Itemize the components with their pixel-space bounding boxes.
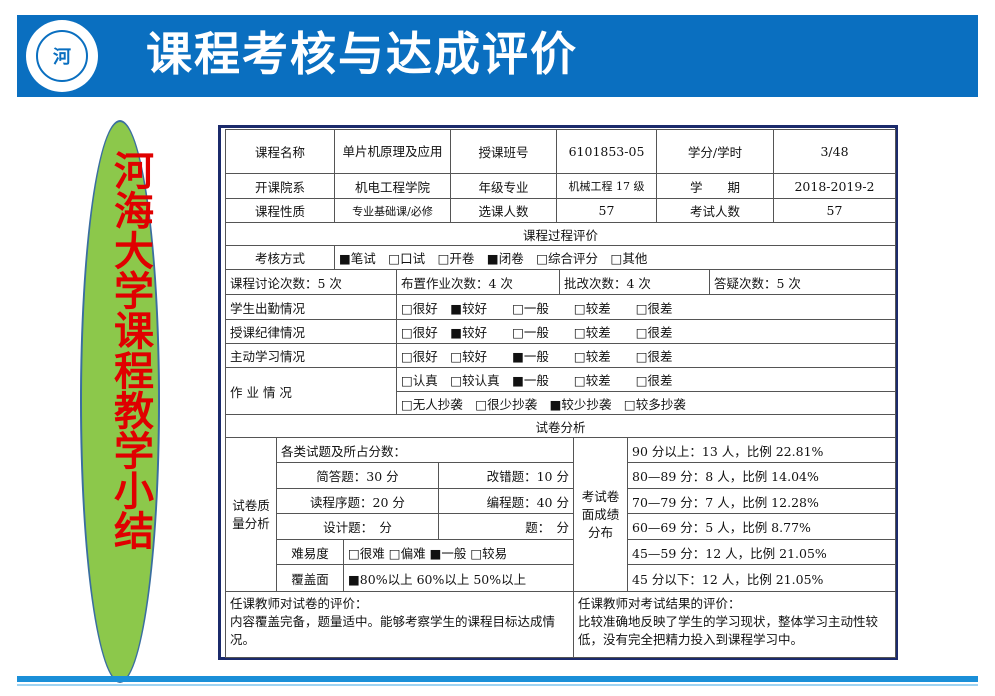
- footer-line-light: [17, 684, 978, 686]
- distribution-item: 70—79 分：7 人，比例 12.28%: [627, 488, 896, 514]
- coverage-options: ■80%以上 60%以上 50%以上: [343, 564, 574, 592]
- distribution-item: 45 分以下：12 人，比例 21.05%: [627, 564, 896, 592]
- exam-title: 试卷分析: [224, 414, 897, 438]
- hohai-university-logo: 河: [26, 20, 98, 92]
- question-type: 改错题：10 分: [438, 462, 574, 489]
- paper-comment-title: 任课教师对试卷的评价：: [230, 596, 368, 611]
- difficulty-options: □很难 □偏难 ■一般 □较易: [343, 539, 574, 565]
- grading-count: 批改次数：4 次: [559, 269, 710, 295]
- homework-label: 作 业 情 况: [225, 367, 397, 415]
- info-value: 6101853-05: [556, 129, 657, 174]
- info-value: 3/48: [773, 129, 896, 174]
- info-label: 学分/学时: [656, 129, 774, 174]
- logo-emblem: 河: [36, 30, 88, 82]
- process-title: 课程过程评价: [224, 222, 897, 246]
- result-comment-text: 比较准确地反映了学生的学习现状，整体学习主动性较低，没有完全把精力投入到课程学习…: [578, 614, 879, 647]
- quality-label: 试卷质量分析: [225, 437, 277, 592]
- distribution-item: 60—69 分：5 人，比例 8.77%: [627, 513, 896, 540]
- row-label: 授课纪律情况: [225, 319, 397, 344]
- evaluation-table: 课程名称 单片机原理及应用 授课班号 6101853-05 学分/学时 3/48…: [218, 125, 898, 660]
- row-label: 学生出勤情况: [225, 294, 397, 320]
- side-label: 河海大学课程教学小结: [107, 150, 153, 550]
- question-type: 读程序题：20 分: [276, 488, 439, 514]
- title-bar: [17, 15, 978, 97]
- difficulty-label: 难易度: [276, 539, 344, 565]
- question-type: 设计题： 分: [276, 513, 439, 540]
- info-label: 考试人数: [656, 198, 774, 223]
- info-value: 57: [773, 198, 896, 223]
- question-type: 题： 分: [438, 513, 574, 540]
- paper-comment-text: 内容覆盖完备，题量适中。能够考察学生的课程目标达成情况。: [230, 614, 556, 647]
- info-label: 选课人数: [450, 198, 557, 223]
- info-label: 课程名称: [225, 129, 335, 174]
- info-value: 专业基础课/必修: [334, 198, 451, 223]
- homework-count: 布置作业次数：4 次: [396, 269, 560, 295]
- coverage-label: 覆盖面: [276, 564, 344, 592]
- info-label: 开课院系: [225, 173, 335, 199]
- qa-count: 答疑次数：5 次: [708, 269, 897, 295]
- plagiarism-options: □无人抄袭 □很少抄袭 ■较少抄袭 □较多抄袭: [395, 391, 897, 415]
- homework-options: □认真 □较认真 ■一般 □较差 □很差: [395, 367, 897, 392]
- side-label-ellipse: 河海大学课程教学小结: [80, 120, 160, 683]
- info-value: 机电工程学院: [334, 173, 451, 199]
- info-label: 学 期: [656, 173, 774, 199]
- question-type: 编程题：40 分: [438, 488, 574, 514]
- slide-title: 课程考核与达成评价: [146, 27, 578, 81]
- distribution-item: 80—89 分：8 人，比例 14.04%: [627, 462, 896, 489]
- row-options: □很好 □较好 ■一般 □较差 □很差: [395, 343, 897, 368]
- result-comment-title: 任课教师对考试结果的评价：: [578, 596, 741, 611]
- info-value: 57: [556, 198, 657, 223]
- distribution-label: 考试卷面成绩分布: [573, 437, 628, 592]
- row-options: □很好 ■较好 □一般 □较差 □很差: [395, 319, 897, 344]
- distribution-item: 45—59 分：12 人，比例 21.05%: [627, 539, 896, 565]
- info-value: 2018-2019-2: [773, 173, 896, 199]
- info-value: 机械工程 17 级: [556, 173, 657, 199]
- exam-analysis-table: 试卷质量分析 各类试题及所占分数： 考试卷面成绩分布 90 分以上：13 人，比…: [225, 437, 896, 592]
- scores-title: 各类试题及所占分数：: [276, 437, 574, 463]
- process-table: 课程过程评价 考核方式 ■笔试 □口试 □开卷 ■闭卷 □综合评分 □其他 课程…: [224, 222, 897, 438]
- exam-method-options: ■笔试 □口试 □开卷 ■闭卷 □综合评分 □其他: [333, 245, 897, 270]
- info-label: 授课班号: [450, 129, 557, 174]
- question-type: 简答题：30 分: [276, 462, 439, 489]
- distribution-item: 90 分以上：13 人，比例 22.81%: [627, 437, 896, 463]
- footer-line: [17, 676, 978, 682]
- discussion-count: 课程讨论次数：5 次: [225, 269, 397, 295]
- row-options: □很好 ■较好 □一般 □较差 □很差: [395, 294, 897, 320]
- exam-method-label: 考核方式: [225, 245, 335, 270]
- course-info-table: 课程名称 单片机原理及应用 授课班号 6101853-05 学分/学时 3/48…: [225, 129, 896, 223]
- row-label: 主动学习情况: [225, 343, 397, 368]
- info-label: 课程性质: [225, 198, 335, 223]
- info-value: 单片机原理及应用: [334, 129, 451, 174]
- info-label: 年级专业: [450, 173, 557, 199]
- comments-table: 任课教师对试卷的评价： 内容覆盖完备，题量适中。能够考察学生的课程目标达成情况。…: [225, 591, 896, 658]
